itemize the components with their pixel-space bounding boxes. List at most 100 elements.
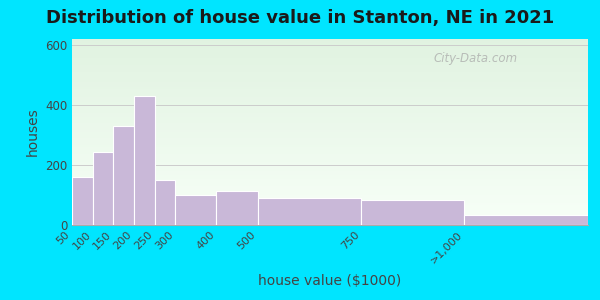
Bar xyxy=(72,59,588,61)
Bar xyxy=(72,39,588,41)
Bar xyxy=(72,73,588,74)
Bar xyxy=(72,113,588,115)
Bar xyxy=(72,91,588,93)
Bar xyxy=(72,182,588,184)
Bar xyxy=(361,200,464,225)
Bar xyxy=(72,136,588,138)
Text: Distribution of house value in Stanton, NE in 2021: Distribution of house value in Stanton, … xyxy=(46,9,554,27)
Bar xyxy=(72,156,588,158)
Bar xyxy=(92,152,113,225)
Bar xyxy=(72,63,588,65)
Bar xyxy=(72,186,588,188)
Bar xyxy=(72,167,588,169)
Bar xyxy=(72,164,588,166)
Bar xyxy=(72,46,588,48)
Bar xyxy=(72,205,588,206)
Bar xyxy=(72,84,588,85)
Bar xyxy=(72,82,588,84)
Bar xyxy=(464,214,588,225)
Bar xyxy=(72,195,588,197)
Bar xyxy=(72,175,588,177)
Bar xyxy=(72,178,588,180)
Text: City-Data.com: City-Data.com xyxy=(433,52,517,65)
Bar xyxy=(72,134,588,136)
Bar xyxy=(72,93,588,95)
Bar xyxy=(72,191,588,194)
Bar xyxy=(72,128,588,130)
Bar xyxy=(72,54,588,56)
Bar xyxy=(72,78,588,80)
Bar xyxy=(72,221,588,223)
Bar xyxy=(113,126,134,225)
Bar xyxy=(217,190,258,225)
Bar xyxy=(72,199,588,201)
Bar xyxy=(72,115,588,117)
Bar xyxy=(72,177,92,225)
Bar xyxy=(72,48,588,50)
Bar xyxy=(72,124,588,126)
Bar xyxy=(72,61,588,63)
Bar xyxy=(72,56,588,58)
Bar xyxy=(72,69,588,70)
Bar xyxy=(72,123,588,124)
Bar xyxy=(72,149,588,151)
Bar xyxy=(72,201,588,203)
Bar xyxy=(72,180,588,182)
Bar xyxy=(72,70,588,73)
Bar xyxy=(72,208,588,210)
Bar xyxy=(72,206,588,208)
Bar xyxy=(155,180,175,225)
Bar xyxy=(72,147,588,149)
Bar xyxy=(72,87,588,89)
Bar xyxy=(72,67,588,69)
Bar xyxy=(72,140,588,141)
Bar xyxy=(72,154,588,156)
Bar xyxy=(72,197,588,199)
Bar xyxy=(72,132,588,134)
Bar xyxy=(72,188,588,190)
Bar xyxy=(72,50,588,52)
Bar xyxy=(72,43,588,45)
Bar xyxy=(134,96,155,225)
X-axis label: house value ($1000): house value ($1000) xyxy=(259,274,401,288)
Bar xyxy=(72,152,588,154)
Bar xyxy=(72,108,588,110)
Bar xyxy=(72,112,588,113)
Bar xyxy=(72,80,588,82)
Bar xyxy=(72,100,588,102)
Bar xyxy=(72,203,588,205)
Bar xyxy=(72,160,588,162)
Bar xyxy=(72,102,588,104)
Bar xyxy=(72,219,588,221)
Bar xyxy=(72,41,588,43)
Bar xyxy=(72,166,588,167)
Bar xyxy=(72,212,588,214)
Bar xyxy=(258,198,361,225)
Y-axis label: houses: houses xyxy=(25,108,40,156)
Bar xyxy=(72,214,588,216)
Bar xyxy=(72,89,588,91)
Bar xyxy=(72,45,588,46)
Bar xyxy=(72,141,588,143)
Bar xyxy=(72,143,588,145)
Bar xyxy=(72,119,588,121)
Bar xyxy=(72,106,588,108)
Bar xyxy=(175,195,217,225)
Bar xyxy=(72,117,588,119)
Bar xyxy=(72,223,588,225)
Bar xyxy=(72,151,588,152)
Bar xyxy=(72,145,588,147)
Bar xyxy=(72,216,588,218)
Bar xyxy=(72,121,588,123)
Bar xyxy=(72,126,588,128)
Bar xyxy=(72,65,588,67)
Bar xyxy=(72,177,588,178)
Bar xyxy=(72,52,588,54)
Bar xyxy=(72,76,588,78)
Bar xyxy=(72,218,588,219)
Bar xyxy=(72,210,588,212)
Bar xyxy=(72,173,588,175)
Bar xyxy=(72,98,588,101)
Bar xyxy=(72,74,588,76)
Bar xyxy=(72,162,588,164)
